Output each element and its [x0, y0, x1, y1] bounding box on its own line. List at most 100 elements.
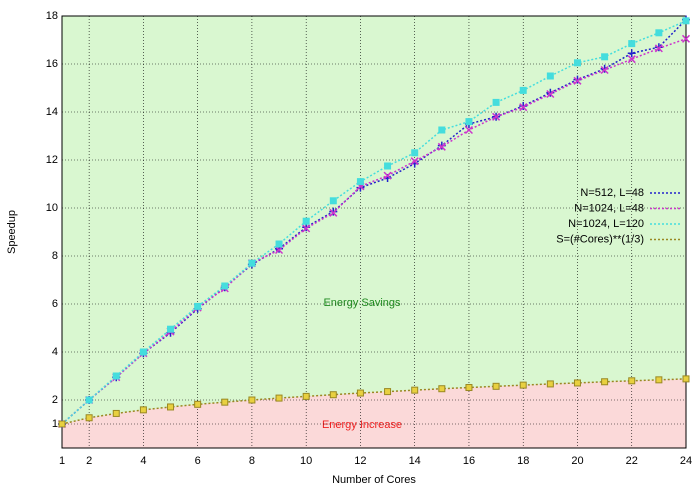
- marker: [681, 34, 691, 43]
- y-tick-label: 16: [46, 58, 58, 70]
- marker: [248, 259, 256, 267]
- legend-label: N=1024, L=48: [574, 202, 644, 214]
- y-tick-label: 14: [46, 106, 58, 118]
- marker: [85, 396, 93, 404]
- marker: [411, 386, 419, 394]
- marker: [275, 245, 284, 255]
- marker: [438, 126, 446, 134]
- marker: [627, 49, 636, 58]
- y-tick-label: 8: [52, 250, 58, 262]
- marker: [682, 17, 690, 25]
- marker: [655, 376, 663, 384]
- marker: [573, 379, 581, 387]
- marker: [302, 224, 311, 233]
- marker: [167, 325, 175, 333]
- marker: [519, 102, 528, 110]
- marker: [356, 389, 364, 397]
- marker: [519, 381, 527, 389]
- marker: [329, 197, 337, 205]
- marker: [302, 217, 310, 225]
- y-tick-label: 10: [46, 202, 58, 214]
- marker: [601, 378, 609, 386]
- x-tick-label: 18: [517, 455, 529, 467]
- marker: [248, 396, 256, 404]
- marker: [492, 112, 501, 121]
- marker: [411, 149, 419, 157]
- marker: [655, 29, 663, 37]
- marker: [573, 75, 582, 84]
- marker: [546, 72, 554, 80]
- savings-region: [62, 16, 686, 448]
- marker: [654, 44, 663, 53]
- marker: [627, 55, 636, 64]
- region-label: Energy Savings: [323, 297, 401, 309]
- marker: [465, 118, 473, 126]
- x-tick-label: 22: [626, 455, 638, 467]
- legend-label: N=512, L=48: [580, 187, 644, 199]
- y-tick-label: 12: [46, 154, 58, 166]
- marker: [546, 89, 555, 99]
- marker: [654, 43, 663, 52]
- y-tick-label: 1: [52, 418, 58, 430]
- x-tick-label: 10: [300, 455, 312, 467]
- legend-label: N=1024, L=120: [568, 218, 644, 230]
- marker: [167, 403, 175, 411]
- series-line: [61, 378, 687, 425]
- marker: [329, 208, 338, 217]
- marker: [85, 414, 93, 422]
- x-tick-label: 2: [86, 455, 92, 467]
- increase-region: [62, 378, 686, 448]
- x-tick-label: 6: [195, 455, 201, 467]
- marker: [383, 171, 392, 180]
- marker: [329, 207, 338, 216]
- series-line: [61, 20, 687, 425]
- marker: [384, 388, 392, 396]
- marker: [465, 384, 473, 392]
- x-axis-label: Number of Cores: [332, 474, 416, 483]
- plot-frame: [61, 15, 687, 449]
- x-tick-label: 8: [249, 455, 255, 467]
- marker: [329, 391, 337, 399]
- marker: [464, 125, 473, 135]
- x-tick-label: 20: [571, 455, 583, 467]
- x-tick-label: 4: [140, 455, 146, 467]
- marker: [519, 103, 528, 112]
- x-tick-label: 24: [680, 455, 692, 467]
- marker: [628, 377, 636, 385]
- marker: [221, 398, 229, 406]
- y-tick-label: 18: [46, 10, 58, 22]
- marker: [682, 375, 690, 383]
- marker: [601, 53, 609, 61]
- marker: [546, 380, 554, 388]
- series-line: [61, 19, 687, 425]
- marker: [275, 394, 283, 402]
- marker: [356, 178, 364, 186]
- x-tick-label: 14: [409, 455, 421, 467]
- marker: [302, 392, 310, 400]
- x-tick-label: 1: [59, 455, 65, 467]
- marker: [112, 372, 120, 380]
- marker: [438, 385, 446, 393]
- marker: [492, 98, 500, 106]
- marker: [628, 40, 636, 48]
- marker: [139, 406, 147, 414]
- marker: [194, 302, 202, 310]
- marker: [519, 86, 527, 94]
- marker: [492, 382, 500, 390]
- marker: [437, 142, 446, 151]
- x-tick-label: 16: [463, 455, 475, 467]
- marker: [194, 400, 202, 408]
- y-axis-label: Speedup: [6, 210, 18, 254]
- marker: [573, 59, 581, 67]
- marker: [384, 162, 392, 170]
- marker: [58, 420, 66, 428]
- marker: [573, 76, 582, 85]
- marker: [221, 282, 229, 290]
- marker: [112, 409, 120, 417]
- marker: [410, 157, 419, 166]
- y-tick-label: 2: [52, 394, 58, 406]
- legend-label: S=(#Cores)**(1/3): [556, 233, 644, 245]
- y-tick-label: 6: [52, 298, 58, 310]
- marker: [275, 240, 283, 248]
- series-line: [61, 38, 687, 425]
